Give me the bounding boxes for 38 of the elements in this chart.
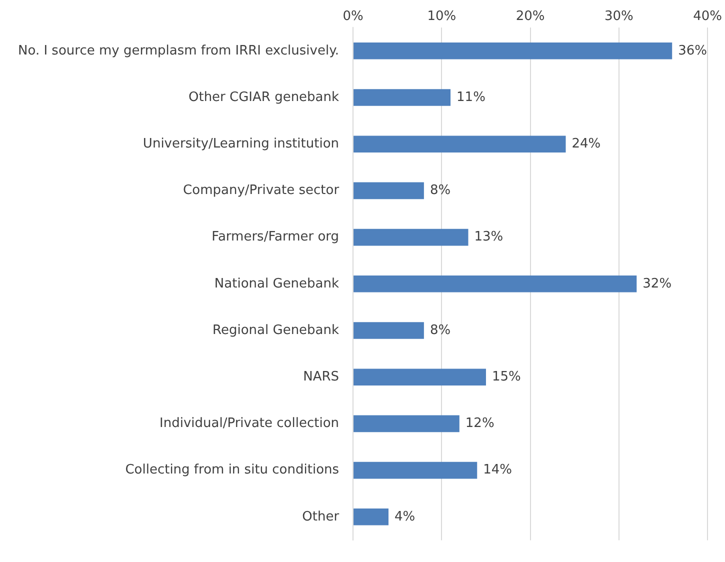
- bar: [354, 508, 388, 526]
- x-tick-label: 10%: [427, 9, 456, 24]
- data-label: 4%: [394, 509, 416, 524]
- x-tick-label: 40%: [693, 9, 722, 24]
- data-label: 36%: [678, 43, 708, 58]
- bar: [354, 276, 637, 292]
- x-tick-label: 0%: [342, 9, 364, 24]
- y-tick-label: Other CGIAR genebank: [188, 90, 340, 105]
- bar: [354, 462, 478, 479]
- y-tick-label: Company/Private sector: [183, 183, 340, 198]
- x-tick-label: 20%: [516, 9, 545, 24]
- bar: [354, 89, 451, 106]
- y-tick-label: Regional Genebank: [212, 322, 340, 338]
- y-tick-label: No. I source my germplasm from IRRI exclusively.: [18, 43, 340, 58]
- data-label: 11%: [456, 90, 486, 105]
- bar: [354, 415, 460, 432]
- bar: [354, 42, 672, 60]
- bar: [354, 322, 424, 339]
- bar: [354, 136, 566, 152]
- y-tick-label: Other: [302, 509, 340, 524]
- y-tick-label: Farmers/Farmer org: [212, 230, 340, 245]
- y-tick-label: Collecting from in situ conditions: [125, 462, 340, 478]
- y-tick-label: National Genebank: [214, 276, 340, 292]
- data-label: 32%: [642, 276, 672, 292]
- x-tick-label: 30%: [604, 9, 634, 24]
- bar: [354, 228, 468, 246]
- data-label: 24%: [572, 136, 601, 152]
- y-tick-label: Individual/Private collection: [160, 416, 340, 432]
- data-label: 12%: [465, 416, 494, 432]
- data-label: 8%: [430, 183, 451, 198]
- bar: [354, 368, 486, 386]
- data-label: 14%: [483, 462, 512, 478]
- data-label: 8%: [430, 322, 451, 338]
- y-tick-label: NARS: [303, 369, 340, 384]
- bar: [354, 182, 424, 200]
- data-label: 15%: [492, 369, 521, 384]
- y-tick-label: University/Learning institution: [142, 136, 340, 152]
- data-label: 13%: [474, 230, 504, 245]
